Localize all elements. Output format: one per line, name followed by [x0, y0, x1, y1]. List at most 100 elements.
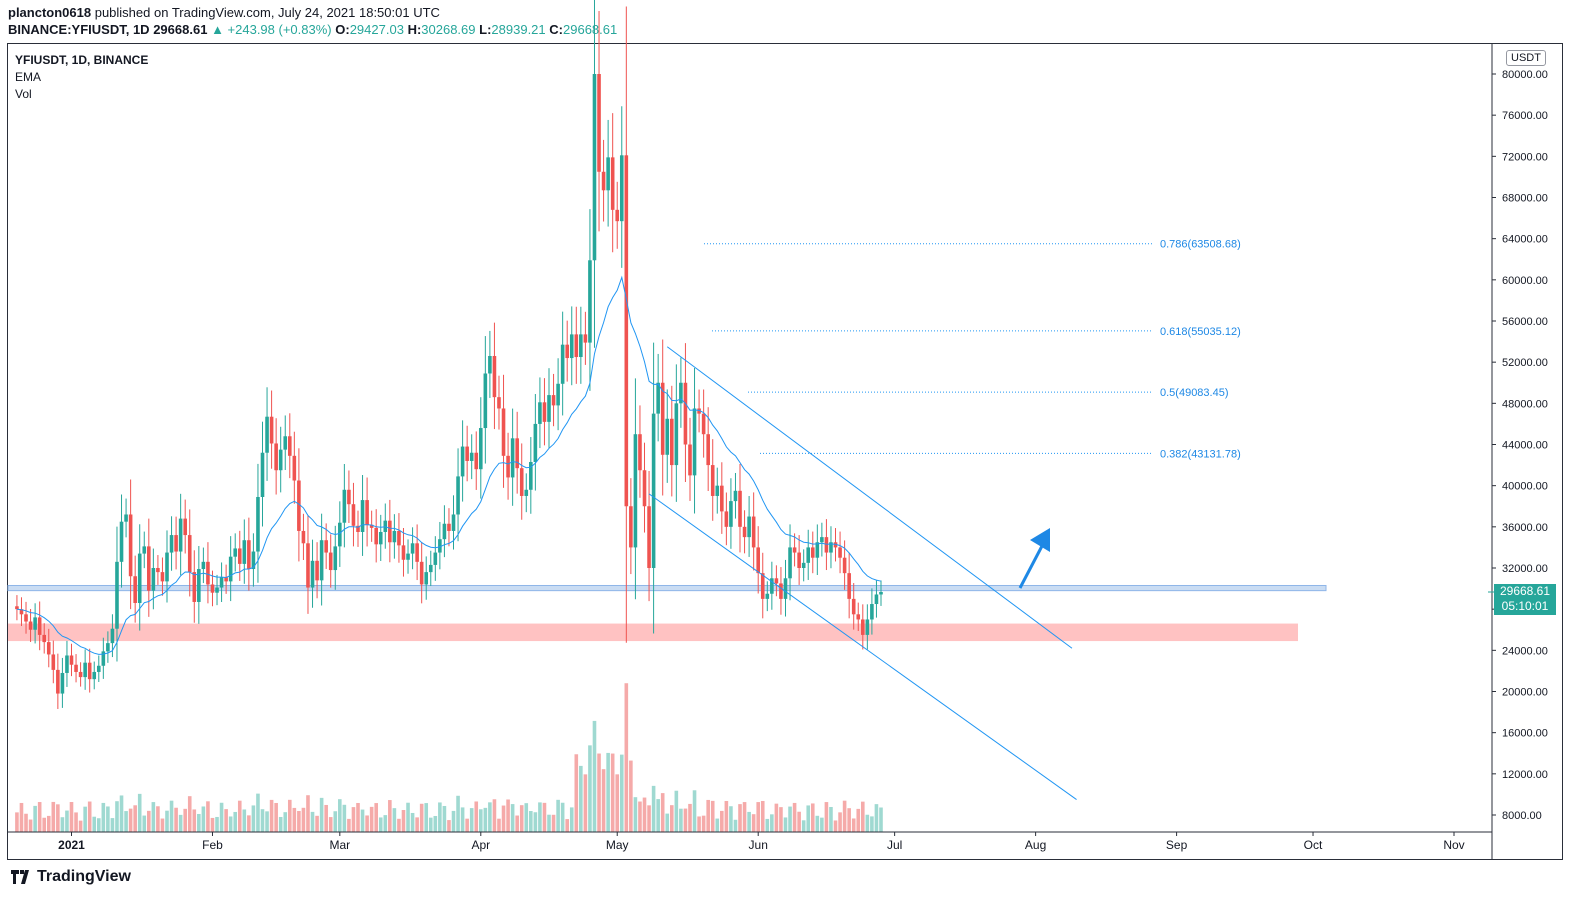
- candle-body: [615, 209, 620, 222]
- currency-unit-button[interactable]: USDT: [1506, 50, 1546, 66]
- volume-bar: [797, 811, 801, 832]
- volume-bar: [706, 799, 710, 832]
- candle: [788, 524, 792, 601]
- candle: [215, 574, 219, 606]
- time-tick-label: Jul: [887, 838, 902, 852]
- legend-vol[interactable]: Vol: [15, 87, 32, 101]
- candle-body: [720, 485, 724, 512]
- candle: [147, 518, 151, 617]
- tradingview-logo-icon: [11, 870, 29, 884]
- volume-bar: [24, 813, 28, 832]
- candle: [242, 519, 247, 584]
- candle: [460, 420, 465, 502]
- volume-bar: [383, 815, 388, 832]
- fib-level-label: 0.618(55035.12): [1160, 326, 1241, 338]
- candle: [610, 113, 615, 253]
- candle: [410, 527, 415, 570]
- price-tick-label: 32000.00: [1502, 563, 1548, 575]
- candle-body: [210, 584, 215, 593]
- candle: [688, 417, 692, 501]
- candle-body: [724, 511, 729, 527]
- candle-body: [742, 526, 747, 538]
- candle-body: [406, 553, 410, 560]
- candle: [551, 373, 556, 427]
- candle: [28, 608, 33, 642]
- candle: [201, 547, 206, 584]
- ema-line: [16, 275, 882, 655]
- legend-title[interactable]: YFIUSDT, 1D, BINANCE: [15, 53, 149, 67]
- candle-body: [665, 418, 670, 455]
- candle-body: [856, 614, 861, 620]
- volume-bar: [265, 811, 269, 832]
- volume-bar: [615, 774, 620, 832]
- volume-bar: [815, 815, 820, 832]
- candle-body: [424, 572, 429, 585]
- candle-body: [747, 516, 751, 538]
- candle-body: [410, 543, 415, 554]
- candle: [656, 353, 660, 442]
- volume-bar: [524, 803, 529, 832]
- price-tick-label: 44000.00: [1502, 440, 1548, 452]
- publisher-name[interactable]: plancton0618: [8, 5, 92, 20]
- candle-body: [351, 504, 356, 526]
- candle: [456, 448, 460, 542]
- candle-body: [283, 436, 288, 450]
- volume-bar: [433, 815, 438, 832]
- candle-body: [156, 568, 160, 573]
- volume-bar: [401, 810, 406, 832]
- volume-bar: [547, 814, 551, 832]
- candle: [760, 552, 765, 619]
- volume-bar: [874, 804, 879, 832]
- candle-body: [738, 490, 742, 527]
- candle-body: [606, 157, 610, 191]
- volume-bar: [478, 809, 483, 832]
- candle: [374, 509, 378, 563]
- candle: [328, 534, 333, 588]
- volume-bar: [42, 817, 47, 832]
- volume-bar: [28, 819, 33, 832]
- volume-bar: [165, 810, 169, 832]
- tradingview-logo[interactable]: TradingView: [11, 868, 131, 886]
- candle-body: [683, 382, 688, 445]
- candle-body: [715, 485, 720, 496]
- volume-bar: [147, 810, 151, 832]
- candle: [801, 549, 806, 582]
- candle: [792, 533, 797, 567]
- volume-bar: [356, 802, 360, 832]
- candle: [510, 408, 515, 506]
- price-tick-label: 76000.00: [1502, 110, 1548, 122]
- candle-body: [278, 449, 283, 471]
- candle-body: [56, 669, 60, 694]
- volume-bar: [760, 800, 765, 832]
- volume-bar: [565, 819, 569, 832]
- candle: [356, 510, 360, 547]
- time-tick-label: Apr: [471, 838, 490, 852]
- candle-body: [583, 334, 588, 343]
- candle-body: [401, 545, 406, 560]
- candle-body: [679, 382, 683, 404]
- chart-frame[interactable]: [7, 43, 1563, 860]
- volume-bar: [656, 799, 660, 832]
- volume-bar: [415, 817, 419, 832]
- candle-body: [433, 552, 438, 565]
- candle: [701, 389, 706, 458]
- price-tick-label: 48000.00: [1502, 398, 1548, 410]
- candle-body: [183, 518, 187, 536]
- volume-bar: [260, 809, 265, 832]
- candle: [579, 306, 583, 384]
- candle: [269, 390, 274, 469]
- fib-level-label: 0.786(63508.68): [1160, 239, 1241, 251]
- candle: [751, 492, 756, 571]
- candle: [433, 536, 438, 581]
- candle-body: [592, 74, 597, 261]
- volume-bar: [119, 795, 124, 832]
- volume-bar: [442, 805, 447, 832]
- candle: [206, 542, 210, 604]
- candle-body: [124, 514, 128, 522]
- candle: [37, 601, 42, 651]
- candle-body: [756, 547, 761, 574]
- legend-ema[interactable]: EMA: [15, 70, 42, 84]
- candle: [738, 463, 742, 553]
- candle-body: [28, 621, 33, 630]
